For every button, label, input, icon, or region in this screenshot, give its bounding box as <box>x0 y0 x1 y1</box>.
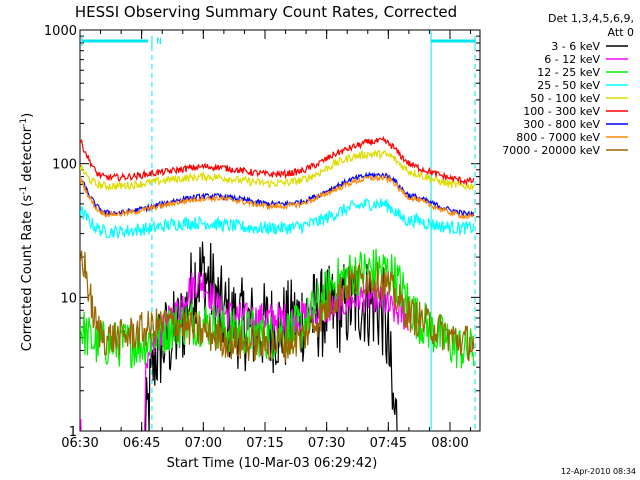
y-axis-label-main: Corrected Count Rate (s <box>20 195 35 352</box>
x-tick-label: 06:45 <box>123 436 160 451</box>
series-line-4 <box>80 148 475 192</box>
x-tick-label: 06:30 <box>61 436 98 451</box>
y-axis-label-sup2: -1 <box>19 118 29 127</box>
plot-frame <box>79 29 481 432</box>
y-axis-label-end: ) <box>20 113 35 118</box>
y-axis-label-sup1: -1 <box>19 186 29 195</box>
legend-label-5: 100 - 300 keV <box>523 105 600 118</box>
y-tick-label: 10 <box>60 291 77 306</box>
legend-label-4: 50 - 100 keV <box>530 92 600 105</box>
y-tick-label: 1000 <box>44 24 77 39</box>
x-tick-label: 07:45 <box>370 436 407 451</box>
series-line-7 <box>80 173 475 220</box>
legend-label-2: 12 - 25 keV <box>537 66 600 79</box>
legend-label-7: 800 - 7000 keV <box>516 131 600 144</box>
legend-label-3: 25 - 50 keV <box>537 79 600 92</box>
legend-label-1: 6 - 12 keV <box>544 53 600 66</box>
x-tick-label: 07:30 <box>308 436 345 451</box>
chart-title: HESSI Observing Summary Count Rates, Cor… <box>75 3 457 21</box>
legend-label-8: 7000 - 20000 keV <box>502 144 600 157</box>
series-line-1 <box>80 271 409 431</box>
plot-area: 1 10 100 1000 06:30 06:45 07:00 07:15 07:30 07:45… <box>44 24 481 451</box>
y-tick-label: 1 <box>69 425 77 440</box>
night-marker-label: N <box>156 37 161 47</box>
y-axis-label-mid: detector <box>20 126 35 186</box>
y-axis-label: Corrected Count Rate (s-1 detector-1) <box>19 113 35 351</box>
x-tick-label: 07:15 <box>246 436 283 451</box>
legend-title-line2: Att 0 <box>608 26 634 39</box>
y-tick-label: 100 <box>52 158 77 173</box>
x-tick-label: 08:00 <box>431 436 468 451</box>
x-axis-label: Start Time (10-Mar-03 06:29:42) <box>167 456 378 471</box>
series-line-2 <box>80 248 475 369</box>
series-line-6 <box>80 171 475 217</box>
footer-date: 12-Apr-2010 08:34 <box>561 467 636 476</box>
series-line-8 <box>80 250 475 363</box>
series-line-5 <box>80 135 475 186</box>
series-line-3 <box>80 197 475 239</box>
legend-label-6: 300 - 800 keV <box>523 118 600 131</box>
legend-title-line1: Det 1,3,4,5,6,9, <box>548 12 634 25</box>
x-tick-label: 07:00 <box>185 436 222 451</box>
legend-label-0: 3 - 6 keV <box>551 40 600 53</box>
